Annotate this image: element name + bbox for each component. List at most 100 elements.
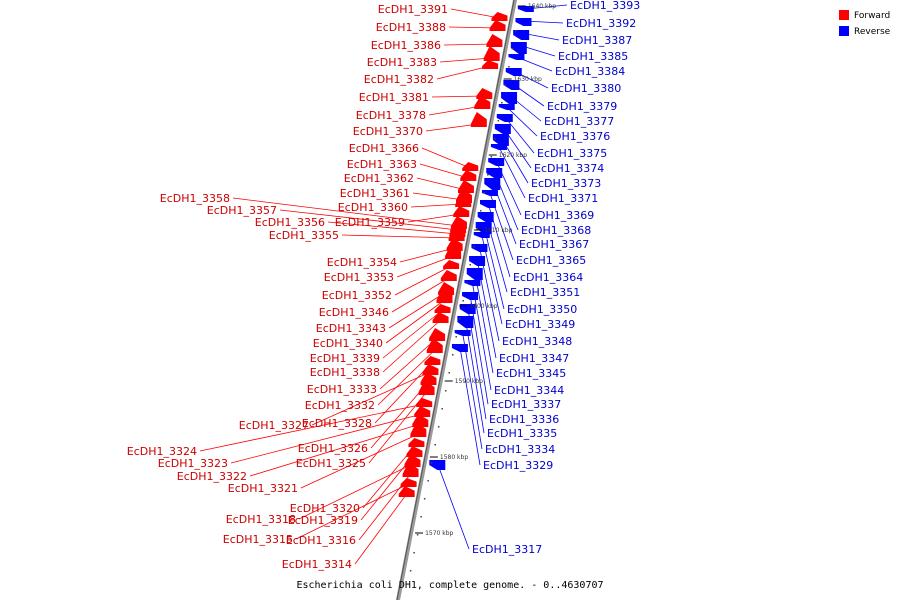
forward-connector [410,203,464,208]
backbone-marker [455,336,457,338]
forward-connector [377,349,436,406]
forward-gene-label: EcDH1_3315 [223,533,293,546]
forward-gene-label: EcDH1_3323 [158,457,228,470]
backbone-marker [466,282,468,284]
forward-gene-label: EcDH1_3386 [371,39,441,52]
reverse-gene-label: EcDH1_3384 [555,65,625,78]
forward-gene-label: EcDH1_3357 [207,204,277,217]
reverse-gene-feature [451,344,468,352]
backbone-marker [458,318,461,320]
forward-gene-feature [422,364,439,375]
forward-gene-label: EcDH1_3355 [269,229,339,242]
reverse-gene-label: EcDH1_3385 [558,50,628,63]
reverse-gene-feature [505,68,522,76]
backbone-marker [473,246,475,248]
forward-gene-label: EcDH1_3339 [310,352,380,365]
backbone-marker [501,102,503,104]
backbone-marker [420,516,422,518]
backbone-marker [469,264,472,266]
forward-connector [230,413,423,464]
reverse-gene-label: EcDH1_3351 [510,286,580,299]
legend-forward-label: Forward [854,11,890,21]
reverse-gene-feature [475,222,492,234]
reverse-gene-label: EcDH1_3371 [528,192,598,205]
reverse-gene-feature [517,6,534,12]
forward-gene-label: EcDH1_3370 [353,125,423,138]
reverse-gene-label: EcDH1_3317 [472,543,542,556]
forward-connector [382,319,441,373]
reverse-gene-feature [469,256,486,266]
forward-gene-label: EcDH1_3319 [288,514,358,527]
reverse-gene-feature [488,158,505,166]
forward-gene-label: EcDH1_3354 [327,256,397,269]
reverse-gene-label: EcDH1_3369 [524,209,594,222]
reverse-gene-feature [501,92,518,104]
forward-gene-feature [476,88,493,99]
backbone-marker [462,300,464,302]
forward-connector [382,309,443,359]
forward-gene-label: EcDH1_3318 [226,513,296,526]
forward-gene-label: EcDH1_3320 [290,502,360,515]
forward-gene-label: EcDH1_3326 [298,442,368,455]
reverse-connector [436,462,470,550]
forward-gene-feature [436,288,453,303]
reverse-gene-label: EcDH1_3368 [521,224,591,237]
reverse-gene-label: EcDH1_3348 [502,335,572,348]
backbone-marker [483,192,486,194]
forward-gene-feature [440,270,457,281]
forward-gene-feature [445,244,462,259]
forward-gene-feature [429,328,446,341]
forward-gene-feature [406,446,423,457]
forward-connector [279,209,459,231]
genome-backbone [395,0,518,600]
reverse-gene-label: EcDH1_3350 [507,303,577,316]
backbone-marker [416,534,419,536]
forward-gene-label: EcDH1_3359 [335,216,405,229]
backbone-marker [504,84,507,86]
reverse-connector [464,318,485,434]
forward-gene-feature [470,112,487,127]
backbone-marker [490,156,493,158]
reverse-gene-feature [494,124,511,134]
reverse-connector [483,224,505,310]
reverse-gene-label: EcDH1_3367 [519,238,589,251]
forward-gene-feature [483,46,500,61]
backbone-marker [497,120,500,122]
gene-features [398,6,534,572]
reverse-gene-feature [503,80,520,90]
forward-gene-feature [453,206,470,217]
reverse-gene-feature [510,42,527,54]
reverse-gene-label: EcDH1_3347 [499,352,569,365]
legend-reverse-swatch [839,26,849,36]
reverse-gene-label: EcDH1_3377 [544,115,614,128]
reverse-gene-label: EcDH1_3393 [570,0,640,12]
forward-connector [425,123,479,132]
forward-gene-feature [443,260,460,269]
backbone-marker [515,30,517,32]
tick-label: 1570 kbp [425,530,453,537]
forward-gene-feature [402,462,419,477]
forward-gene-label: EcDH1_3346 [319,306,389,319]
forward-gene-feature [491,12,508,21]
forward-connector [439,57,492,63]
forward-gene-feature [414,406,431,417]
forward-gene-feature [460,170,477,181]
reverse-gene-feature [473,232,490,238]
forward-connector [448,26,498,29]
forward-connector [311,371,431,426]
reverse-connector [462,332,483,450]
forward-gene-feature [434,304,451,313]
forward-connector [295,483,409,540]
forward-connector [399,247,455,263]
forward-connector [421,147,471,169]
forward-gene-feature [400,478,417,487]
forward-connector [249,423,421,477]
forward-gene-label: EcDH1_3314 [282,558,352,571]
tick-label: 1590 kbp [455,378,483,385]
forward-gene-label: EcDH1_3358 [160,192,230,205]
reverse-connector [498,146,526,199]
backbone-marker [409,570,412,572]
forward-gene-label: EcDH1_3325 [296,457,366,470]
forward-gene-feature [474,96,491,109]
backbone-marker [451,354,454,356]
